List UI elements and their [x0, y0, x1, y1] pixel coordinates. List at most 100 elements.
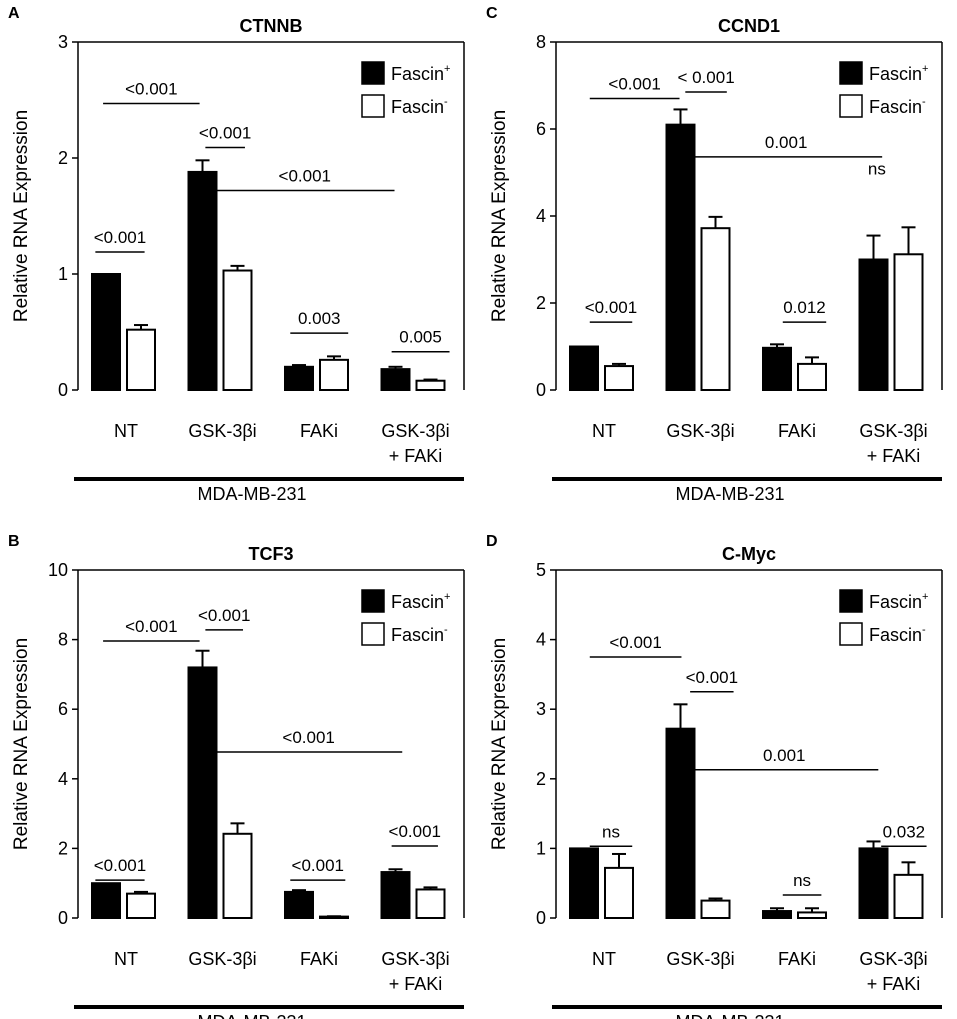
y-tick-label-b-0: 0: [58, 908, 68, 928]
bar-a-fascin-neg-3: [415, 379, 446, 392]
legend-name-c-0: Fascin: [869, 64, 922, 84]
p-value-label-c-0: <0.001: [608, 75, 660, 94]
bar-b-fascin-pos-1: [187, 666, 218, 919]
p-value-label-b-1: <0.001: [198, 606, 250, 625]
legend-name-b-0: Fascin: [391, 592, 444, 612]
y-axis-title-c: Relative RNA Expression: [489, 110, 510, 322]
legend-sup-b-1: -: [444, 624, 448, 636]
y-axis-title-d: Relative RNA Expression: [489, 638, 510, 850]
category-label-c-0-0: NT: [592, 421, 616, 441]
y-tick-label-c-4: 8: [536, 32, 546, 52]
bar-c-fascin-pos-0: [569, 345, 599, 391]
legend-name-d-1: Fascin: [869, 625, 922, 645]
legend-swatch-d-1: [839, 622, 863, 646]
p-value-label-a-2: <0.001: [279, 166, 331, 185]
bar-c-fascin-pos-2: [762, 346, 792, 391]
category-label-d-0-0: NT: [592, 949, 616, 969]
category-label-c-3-1: + FAKi: [867, 446, 921, 466]
p-value-label-a-5: 0.005: [399, 328, 442, 347]
y-tick-label-a-0: 0: [58, 380, 68, 400]
category-label-b-2-0: FAKi: [300, 949, 338, 969]
category-label-b-3-1: + FAKi: [389, 974, 443, 994]
panel-letter-d: D: [486, 533, 498, 550]
panel-letter-a: A: [8, 5, 20, 22]
legend-label-b-0: Fascin+: [391, 591, 450, 612]
chart-title-d: C-Myc: [722, 544, 776, 564]
bar-d-fascin-neg-2: [797, 911, 827, 920]
category-label-c-1-0: GSK-3βi: [666, 421, 734, 441]
bar-d-fascin-pos-1: [665, 727, 696, 919]
category-label-d-1-0: GSK-3βi: [666, 949, 734, 969]
legend-swatch-c-0: [839, 61, 863, 85]
panel-c: C CCND1 0 2 4 6 8 Relative RNA Expression <0.001…: [486, 5, 943, 504]
legend-label-d-1: Fascin-: [869, 624, 926, 645]
bar-a-fascin-neg-0: [126, 328, 156, 391]
y-tick-label-b-5: 10: [48, 560, 68, 580]
panel-letter-c: C: [486, 5, 498, 22]
bar-a-fascin-pos-2: [284, 365, 314, 391]
bar-a-fascin-pos-1: [187, 170, 218, 391]
panel-a: A CTNNB 0 1 2 3 Relative RNA Expression <0.001 <…: [8, 5, 465, 504]
legend-name-d-0: Fascin: [869, 592, 922, 612]
legend-name-a-1: Fascin: [391, 97, 444, 117]
p-value-label-d-3: ns: [602, 822, 620, 841]
bar-c-fascin-neg-0: [604, 365, 634, 392]
chart-title-b: TCF3: [249, 544, 294, 564]
legend-sup-c-1: -: [922, 96, 926, 108]
category-label-a-1-0: GSK-3βi: [188, 421, 256, 441]
cell-line-label-a: MDA-MB-231: [197, 484, 306, 504]
bar-c-fascin-neg-3: [893, 253, 924, 391]
bar-b-fascin-pos-2: [284, 890, 314, 919]
bar-b-fascin-neg-0: [126, 892, 156, 920]
category-label-d-3-1: + FAKi: [867, 974, 921, 994]
category-label-a-2-0: FAKi: [300, 421, 338, 441]
p-value-label-b-5: <0.001: [389, 822, 441, 841]
legend-swatch-a-0: [361, 61, 385, 85]
legend-name-a-0: Fascin: [391, 64, 444, 84]
p-value-label-a-4: 0.003: [298, 309, 341, 328]
legend-name-b-1: Fascin: [391, 625, 444, 645]
panel-d: D C-Myc 0 1 2 3 4 5 Relative RNA Expression <0.00…: [486, 533, 943, 1019]
legend-sup-c-0: +: [922, 63, 928, 75]
bar-c-fascin-pos-1: [665, 123, 696, 392]
p-value-label-c-3: ns: [868, 159, 886, 178]
p-value-label-c-1: < 0.001: [677, 68, 734, 87]
legend-label-b-1: Fascin-: [391, 624, 448, 645]
chart-title-c: CCND1: [718, 16, 780, 36]
legend-label-a-0: Fascin+: [391, 63, 450, 84]
p-value-label-a-0: <0.001: [125, 79, 177, 98]
bar-b-fascin-pos-0: [91, 882, 121, 920]
bar-c-fascin-neg-2: [797, 362, 827, 391]
y-tick-label-a-3: 3: [58, 32, 68, 52]
p-value-label-b-3: <0.001: [94, 856, 146, 875]
legend-sup-d-1: -: [922, 624, 926, 636]
y-tick-label-c-1: 2: [536, 293, 546, 313]
y-tick-label-b-4: 8: [58, 630, 68, 650]
y-tick-label-d-1: 1: [536, 838, 546, 858]
cell-line-label-b: MDA-MB-231: [197, 1012, 306, 1019]
p-value-label-d-1: <0.001: [686, 668, 738, 687]
y-tick-label-b-3: 6: [58, 699, 68, 719]
legend-label-c-1: Fascin-: [869, 96, 926, 117]
legend-sup-b-0: +: [444, 591, 450, 603]
bar-d-fascin-neg-0: [604, 866, 634, 919]
y-tick-label-a-1: 1: [58, 264, 68, 284]
y-tick-label-d-2: 2: [536, 769, 546, 789]
y-axis-title-a: Relative RNA Expression: [11, 110, 32, 322]
p-value-label-b-2: <0.001: [282, 728, 334, 747]
bar-c-fascin-pos-3: [858, 258, 889, 391]
chart-title-a: CTNNB: [240, 16, 303, 36]
p-value-label-b-4: <0.001: [292, 856, 344, 875]
category-label-b-0-0: NT: [114, 949, 138, 969]
y-tick-label-d-0: 0: [536, 908, 546, 928]
y-tick-label-c-0: 0: [536, 380, 546, 400]
p-value-label-d-2: 0.001: [763, 746, 806, 765]
category-label-c-3-0: GSK-3βi: [859, 421, 927, 441]
bar-c-fascin-neg-1: [700, 227, 731, 391]
y-tick-label-b-1: 2: [58, 838, 68, 858]
y-tick-label-d-5: 5: [536, 560, 546, 580]
bar-a-fascin-pos-0: [91, 273, 121, 391]
y-tick-label-c-3: 6: [536, 119, 546, 139]
p-value-label-c-2: 0.001: [765, 133, 808, 152]
